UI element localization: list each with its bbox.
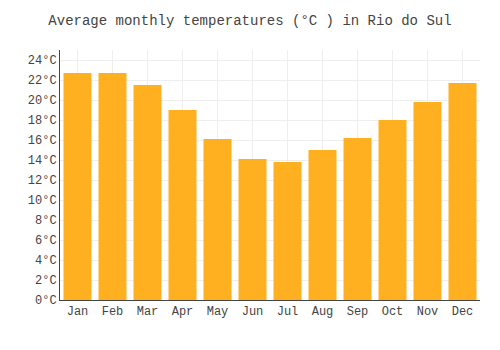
svg-text:12°C: 12°C [28, 174, 57, 188]
svg-text:Apr: Apr [172, 305, 194, 319]
svg-text:16°C: 16°C [28, 134, 57, 148]
svg-text:Jul: Jul [277, 305, 299, 319]
svg-text:14°C: 14°C [28, 154, 57, 168]
svg-text:Nov: Nov [417, 305, 439, 319]
svg-text:May: May [207, 305, 229, 319]
svg-text:Sep: Sep [347, 305, 369, 319]
svg-text:24°C: 24°C [28, 54, 57, 68]
svg-text:Jun: Jun [242, 305, 264, 319]
svg-text:Jan: Jan [67, 305, 89, 319]
svg-text:Mar: Mar [137, 305, 159, 319]
svg-text:0°C: 0°C [35, 294, 57, 308]
svg-text:22°C: 22°C [28, 74, 57, 88]
svg-text:8°C: 8°C [35, 214, 57, 228]
svg-text:6°C: 6°C [35, 234, 57, 248]
svg-text:20°C: 20°C [28, 94, 57, 108]
svg-text:4°C: 4°C [35, 254, 57, 268]
svg-text:Dec: Dec [452, 305, 474, 319]
svg-text:Average monthly temperatures (: Average monthly temperatures (°C ) in Ri… [48, 13, 451, 29]
svg-text:10°C: 10°C [28, 194, 57, 208]
svg-text:2°C: 2°C [35, 274, 57, 288]
svg-text:18°C: 18°C [28, 114, 57, 128]
svg-text:Feb: Feb [102, 305, 124, 319]
svg-text:Oct: Oct [382, 305, 404, 319]
svg-text:Aug: Aug [312, 305, 334, 319]
